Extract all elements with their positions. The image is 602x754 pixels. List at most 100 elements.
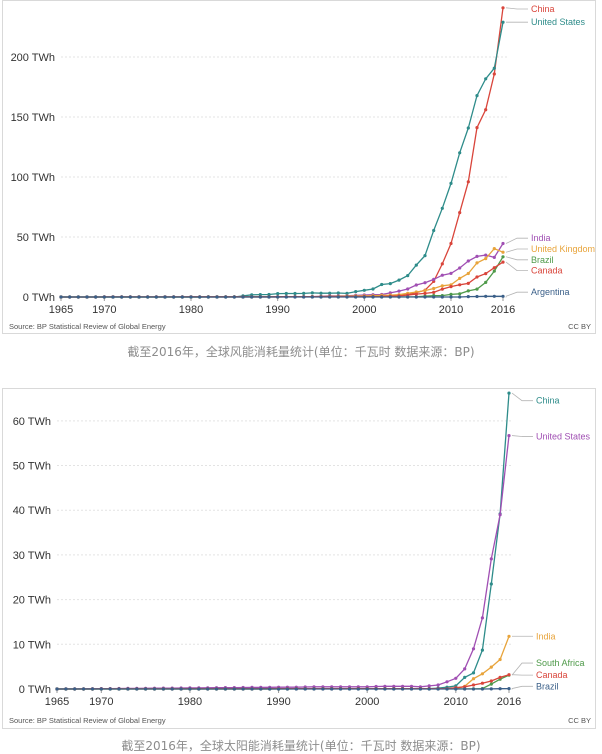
- data-point: [295, 687, 298, 690]
- data-point: [389, 295, 392, 298]
- legend-leader: [512, 663, 533, 675]
- data-point: [499, 676, 502, 679]
- data-point: [207, 295, 210, 298]
- data-point: [441, 262, 444, 265]
- legend-label-india: India: [536, 631, 556, 641]
- data-point: [432, 295, 435, 298]
- x-tick-label: 1990: [266, 696, 290, 708]
- data-point: [472, 687, 475, 690]
- data-point: [441, 207, 444, 210]
- data-point: [224, 295, 227, 298]
- data-point: [250, 295, 253, 298]
- data-point: [428, 687, 431, 690]
- data-point: [484, 254, 487, 257]
- data-point: [493, 67, 496, 70]
- legend-leader: [506, 262, 528, 271]
- data-point: [120, 295, 123, 298]
- data-point: [490, 683, 493, 686]
- data-point: [319, 292, 322, 295]
- data-point: [224, 687, 227, 690]
- x-tick-label: 1980: [178, 696, 202, 708]
- legend-label-brazil: Brazil: [531, 255, 554, 265]
- data-point: [357, 687, 360, 690]
- y-tick-label: 200 TWh: [11, 52, 55, 64]
- data-point: [276, 292, 279, 295]
- source-note: Source: BP Statistical Review of Global …: [9, 716, 166, 725]
- data-point: [241, 295, 244, 298]
- legend-leader: [506, 257, 528, 260]
- y-tick-label: 30 TWh: [13, 550, 51, 562]
- data-point: [458, 283, 461, 286]
- data-point: [441, 295, 444, 298]
- data-point: [467, 289, 470, 292]
- legend-leader: [512, 393, 533, 401]
- legend-leader: [506, 8, 528, 9]
- data-point: [449, 182, 452, 185]
- data-point: [68, 295, 71, 298]
- data-point: [432, 229, 435, 232]
- data-point: [259, 687, 262, 690]
- legend-leader: [506, 292, 528, 296]
- data-point: [458, 211, 461, 214]
- y-tick-label: 50 TWh: [17, 232, 55, 244]
- data-point: [111, 295, 114, 298]
- legend-label-china: China: [531, 4, 555, 14]
- data-point: [467, 180, 470, 183]
- data-point: [181, 295, 184, 298]
- y-tick-label: 10 TWh: [13, 639, 51, 651]
- data-point: [302, 295, 305, 298]
- data-point: [401, 687, 404, 690]
- data-point: [484, 295, 487, 298]
- data-point: [481, 682, 484, 685]
- data-point: [484, 281, 487, 284]
- data-point: [449, 272, 452, 275]
- data-point: [499, 658, 502, 661]
- data-point: [82, 687, 85, 690]
- series-line-canada: [61, 262, 503, 297]
- data-point: [423, 289, 426, 292]
- data-point: [215, 687, 218, 690]
- data-point: [490, 582, 493, 585]
- data-point: [445, 680, 448, 683]
- data-point: [109, 687, 112, 690]
- data-point: [126, 687, 129, 690]
- data-point: [371, 287, 374, 290]
- data-point: [363, 289, 366, 292]
- data-point: [441, 274, 444, 277]
- data-point: [293, 295, 296, 298]
- legend-label-china: China: [536, 396, 560, 406]
- x-tick-label: 2000: [355, 696, 379, 708]
- legend-leader: [506, 249, 528, 252]
- x-tick-label: 2016: [497, 696, 521, 708]
- series-line-united-kingdom: [61, 249, 503, 297]
- data-point: [155, 295, 158, 298]
- series-line-india: [61, 244, 503, 298]
- data-point: [91, 687, 94, 690]
- legend-label-united-kingdom: United Kingdom: [531, 244, 595, 254]
- data-point: [337, 291, 340, 294]
- series-line-united-states: [57, 436, 509, 689]
- data-point: [490, 557, 493, 560]
- data-point: [501, 251, 504, 254]
- data-point: [345, 295, 348, 298]
- data-point: [475, 288, 478, 291]
- data-point: [354, 295, 357, 298]
- data-point: [441, 288, 444, 291]
- data-point: [454, 677, 457, 680]
- x-tick-label: 1980: [179, 304, 203, 316]
- y-tick-label: 60 TWh: [13, 416, 51, 428]
- data-point: [312, 687, 315, 690]
- data-point: [163, 295, 166, 298]
- data-point: [94, 295, 97, 298]
- data-point: [467, 272, 470, 275]
- data-point: [454, 687, 457, 690]
- data-point: [267, 295, 270, 298]
- source-note: Source: BP Statistical Review of Global …: [9, 322, 166, 331]
- data-point: [406, 295, 409, 298]
- wind-chart-caption: 截至2016年，全球风能消耗量统计(单位：千瓦时 数据来源：BP): [0, 343, 602, 360]
- data-point: [501, 261, 504, 264]
- data-point: [437, 687, 440, 690]
- data-point: [337, 295, 340, 298]
- data-point: [472, 671, 475, 674]
